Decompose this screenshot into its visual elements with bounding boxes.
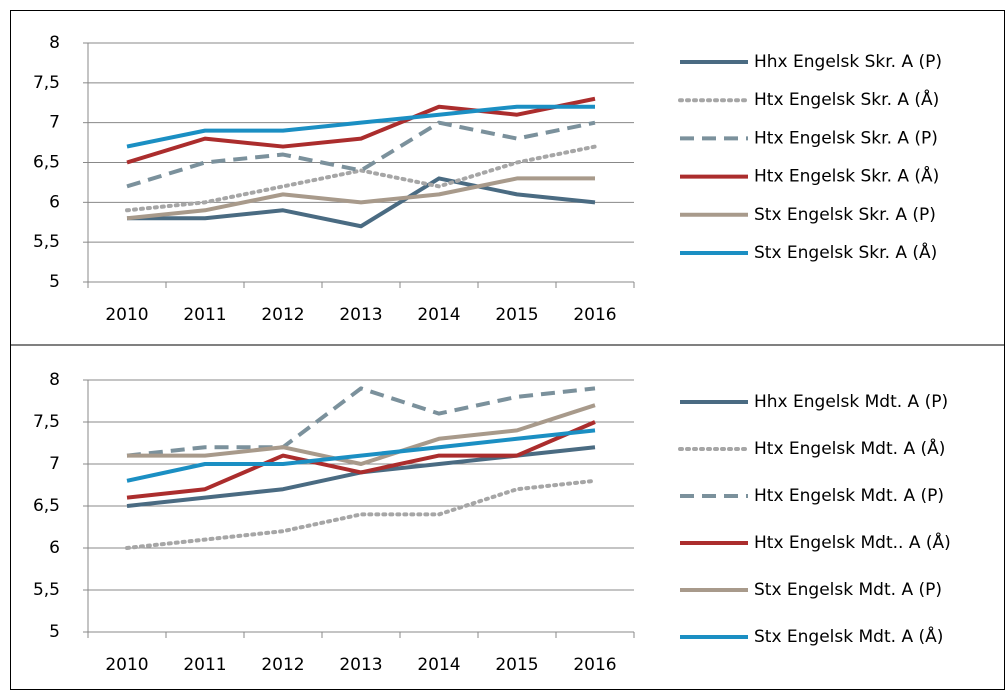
series-line [126, 96, 596, 165]
legend-label: Stx Engelsk Skr. A (P) [754, 205, 936, 225]
x-tick-label: 2013 [339, 305, 382, 325]
series-line [127, 403, 596, 466]
x-tick-label: 2013 [339, 655, 382, 675]
legend-label: Htx Engelsk Skr. A (P) [754, 128, 938, 148]
legend-label: Hhx Engelsk Skr. A (P) [754, 52, 942, 72]
x-tick-label: 2010 [105, 655, 148, 675]
x-tick-label: 2012 [261, 655, 304, 675]
series-line [125, 478, 597, 550]
y-tick-label: 5 [49, 622, 60, 642]
x-tick-label: 2016 [573, 305, 616, 325]
y-tick-label: 7,5 [33, 73, 60, 93]
x-tick-label: 2015 [495, 655, 538, 675]
legend-label: Stx Engelsk Mdt. A (P) [754, 580, 942, 600]
x-tick-label: 2014 [417, 655, 460, 675]
y-tick-label: 8 [49, 33, 60, 53]
legend-label: Stx Engelsk Mdt. A (Å) [754, 625, 943, 647]
legend-label: Htx Engelsk Mdt.. A (Å) [754, 531, 951, 553]
x-tick-label: 2011 [183, 655, 226, 675]
y-tick-label: 5,5 [33, 232, 60, 252]
legend-label: Hhx Engelsk Mdt. A (P) [754, 392, 948, 412]
x-tick-label: 2012 [261, 305, 304, 325]
legend-label: Htx Engelsk Skr. A (Å) [754, 88, 939, 110]
y-tick-label: 6,5 [33, 153, 60, 173]
y-tick-label: 6 [49, 538, 60, 558]
series-line [127, 176, 596, 229]
y-tick-label: 7,5 [33, 412, 60, 432]
y-tick-label: 7 [49, 113, 60, 133]
series-line [126, 104, 595, 149]
y-tick-label: 7 [49, 454, 60, 474]
series-line [126, 386, 596, 458]
y-tick-label: 6 [49, 192, 60, 212]
legend-label: Htx Engelsk Mdt. A (Å) [754, 437, 945, 459]
x-tick-label: 2016 [573, 655, 616, 675]
legend-label: Htx Engelsk Skr. A (Å) [754, 165, 939, 187]
x-tick-label: 2011 [183, 305, 226, 325]
x-tick-label: 2010 [105, 305, 148, 325]
y-tick-label: 8 [49, 370, 60, 390]
series-line [126, 428, 596, 483]
x-tick-label: 2015 [495, 305, 538, 325]
y-tick-label: 5 [49, 272, 60, 292]
series-line [125, 144, 597, 213]
y-tick-label: 5,5 [33, 580, 60, 600]
legend-label: Stx Engelsk Skr. A (Å) [754, 241, 937, 263]
y-tick-label: 6,5 [33, 496, 60, 516]
series-line [126, 420, 596, 500]
series-line [126, 176, 595, 221]
x-tick-label: 2014 [417, 305, 460, 325]
legend-label: Htx Engelsk Mdt. A (P) [754, 486, 944, 506]
